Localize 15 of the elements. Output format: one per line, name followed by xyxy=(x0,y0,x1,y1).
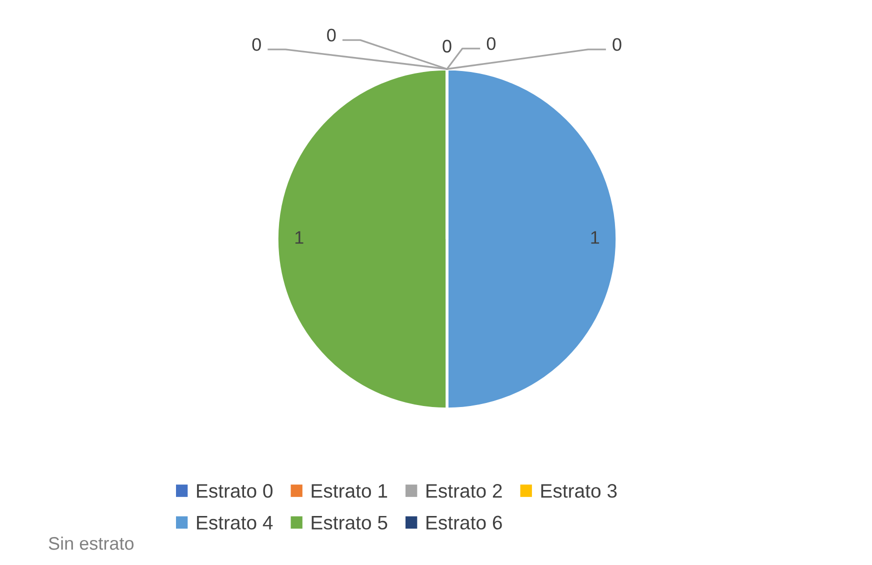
legend-label: Estrato 5 xyxy=(312,516,388,530)
legend-label: Estrato 6 xyxy=(426,516,502,530)
text: 0 xyxy=(252,38,261,51)
text: 0 xyxy=(486,37,496,50)
legend-label: Estrato 4 xyxy=(197,516,273,530)
text: 0 xyxy=(442,40,452,53)
data-label: 1 xyxy=(295,231,304,244)
data-label: 1 xyxy=(591,231,600,244)
text: Sin estrato xyxy=(48,536,134,550)
legend-label: Estrato 3 xyxy=(541,484,617,498)
text: 0 xyxy=(327,28,336,42)
legend-label: Estrato 0 xyxy=(197,484,272,498)
legend-label: Estrato 2 xyxy=(426,484,502,498)
legend-label: Estrato 1 xyxy=(312,484,388,498)
text: 0 xyxy=(612,38,622,51)
